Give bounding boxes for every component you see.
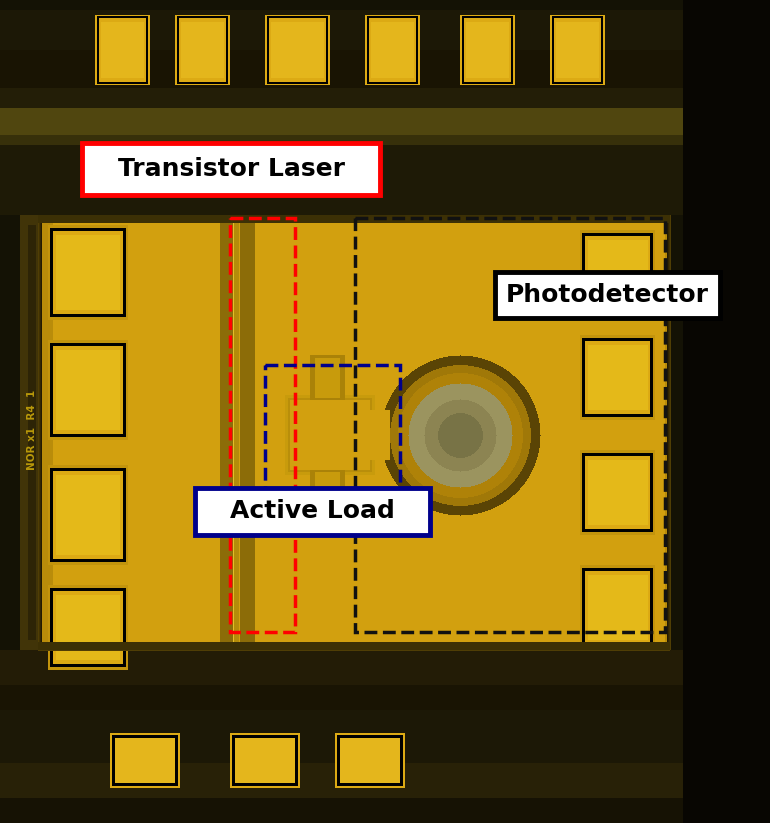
Text: NOR x1  R4  1: NOR x1 R4 1	[27, 390, 37, 470]
Text: Transistor Laser: Transistor Laser	[118, 157, 344, 181]
Text: Active Load: Active Load	[230, 500, 395, 523]
Bar	[265, 365, 400, 490]
Bar	[355, 218, 665, 632]
Bar	[230, 218, 295, 632]
Bar	[495, 272, 720, 318]
Bar	[82, 143, 380, 195]
Text: Photodetector: Photodetector	[506, 283, 709, 307]
Bar	[195, 488, 430, 535]
